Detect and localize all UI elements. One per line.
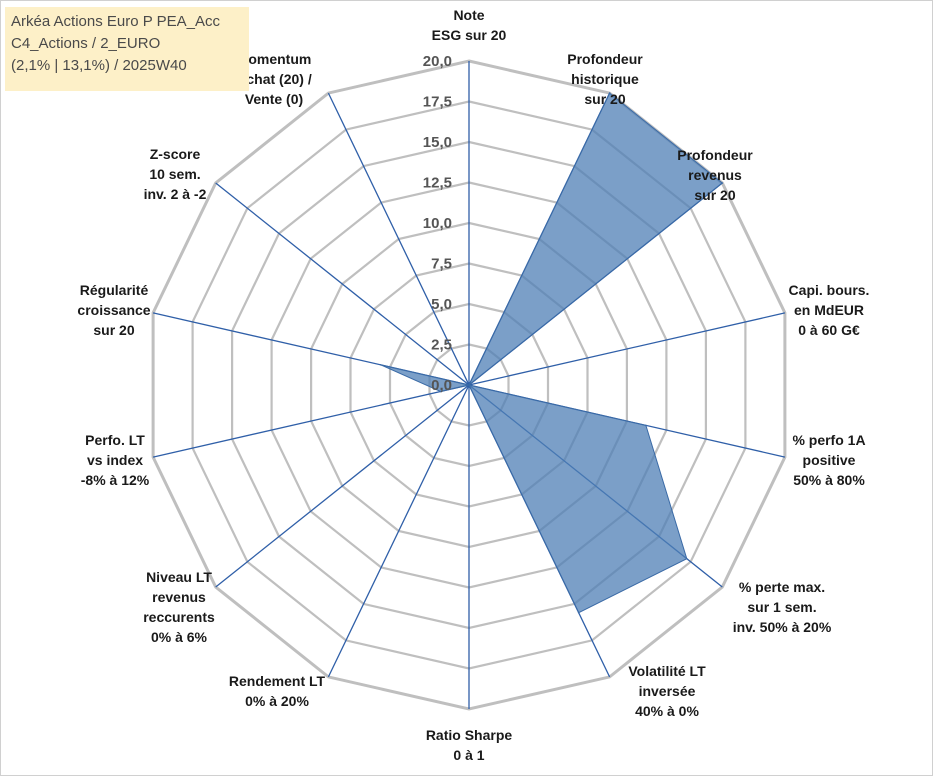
axis-label: Volatilité LT inversée 40% à 0% <box>628 663 706 719</box>
tick-label: 2,5 <box>431 337 452 354</box>
axis-label-line: historique <box>571 71 639 87</box>
axis-label-line: % perte max. <box>739 579 825 595</box>
axis-label-line: 0% à 6% <box>151 629 208 645</box>
axis-spoke <box>327 92 470 386</box>
tick-label: 15,0 <box>423 134 452 151</box>
axis-label: Profondeur revenus sur 20 <box>677 147 753 203</box>
axis-label: Z-score 10 sem. inv. 2 à -2 <box>144 146 207 202</box>
data-point <box>468 384 470 386</box>
radar-tick-labels: 0,0 2,5 5,0 7,5 10,0 12,5 15,0 17,5 20,0 <box>423 53 452 394</box>
axis-label: Rendement LT 0% à 20% <box>229 673 326 709</box>
axis-label: Perfo. LT vs index -8% à 12% <box>81 432 150 488</box>
axis-label-line: Achat (20) / <box>236 71 312 87</box>
data-point <box>645 424 647 427</box>
axis-label-line: inv. 2 à -2 <box>144 186 207 202</box>
axis-label-line: Ratio Sharpe <box>426 727 513 743</box>
axis-label-line: 10 sem. <box>149 166 200 182</box>
axis-label-line: 0 à 1 <box>453 747 484 763</box>
axis-label-line: en MdEUR <box>794 302 864 318</box>
axis-spoke <box>468 312 786 386</box>
axis-label-line: Niveau LT <box>146 569 212 585</box>
axis-label-line: 0% à 20% <box>245 693 309 709</box>
axis-label-line: ESG sur 20 <box>432 27 507 43</box>
axis-label-line: Volatilité LT <box>628 663 706 679</box>
axis-label-line: Perfo. LT <box>85 432 145 448</box>
axis-label: % perte max. sur 1 sem. inv. 50% à 20% <box>733 579 832 635</box>
axis-spoke <box>152 384 470 458</box>
tick-label: 17,5 <box>423 94 452 111</box>
axis-label: Capi. bours. en MdEUR 0 à 60 G€ <box>789 282 870 338</box>
axis-label-line: sur 20 <box>584 91 625 107</box>
tick-label: 10,0 <box>423 215 452 232</box>
data-point <box>686 557 688 560</box>
data-point <box>439 390 442 393</box>
axis-label-line: revenus <box>688 167 742 183</box>
data-point <box>577 611 580 614</box>
axis-label: Ratio Sharpe 0 à 1 <box>426 727 513 763</box>
axis-label-line: inv. 50% à 20% <box>733 619 832 635</box>
axis-label: Régularité croissance sur 20 <box>77 282 150 338</box>
radar-series <box>379 92 724 614</box>
tick-label: 12,5 <box>423 175 452 192</box>
axis-label-line: % perfo 1A <box>792 432 865 448</box>
tick-label: 7,5 <box>431 256 452 273</box>
axis-label-line: Profondeur <box>677 147 753 163</box>
fund-title-box: Arkéa Actions Euro P PEA_Acc C4_Actions … <box>5 7 249 91</box>
axis-label: Momentum Achat (20) / Vente (0) <box>236 51 312 107</box>
axis-label-line: sur 1 sem. <box>747 599 816 615</box>
axis-label-line: sur 20 <box>694 187 735 203</box>
radar-axis-labels: Note ESG sur 20 Profondeur historique sur 20… <box>77 7 869 763</box>
axis-label-line: 0 à 60 G€ <box>798 322 860 338</box>
axis-label-line: inversée <box>639 683 696 699</box>
axis-spoke <box>327 384 470 678</box>
tick-label: 20,0 <box>423 53 452 70</box>
tick-label: 5,0 <box>431 296 452 313</box>
fund-stats: (2,1% | 13,1%) / 2025W40 <box>11 57 187 74</box>
axis-label-line: Profondeur <box>567 51 643 67</box>
axis-label-line: Note <box>453 7 484 23</box>
axis-label: Note ESG sur 20 <box>432 7 507 43</box>
axis-label: % perfo 1A positive 50% à 80% <box>792 432 865 488</box>
axis-label-line: Vente (0) <box>245 91 303 107</box>
axis-label-line: 40% à 0% <box>635 703 699 719</box>
axis-label-line: positive <box>803 452 856 468</box>
axis-label-line: Z-score <box>150 146 201 162</box>
axis-label-line: croissance <box>77 302 150 318</box>
data-point <box>379 364 382 366</box>
axis-label-line: reccurents <box>143 609 215 625</box>
axis-label: Profondeur historique sur 20 <box>567 51 643 107</box>
axis-spoke <box>215 182 470 386</box>
axis-label-line: sur 20 <box>93 322 134 338</box>
tick-label: 0,0 <box>431 377 452 394</box>
axis-label-line: -8% à 12% <box>81 472 150 488</box>
fund-name: Arkéa Actions Euro P PEA_Acc <box>11 13 220 30</box>
axis-label: Niveau LT revenus reccurents 0% à 6% <box>143 569 215 645</box>
data-point <box>721 182 724 184</box>
axis-label-line: vs index <box>87 452 143 468</box>
axis-label-line: 50% à 80% <box>793 472 865 488</box>
axis-label-line: Momentum <box>237 51 312 67</box>
axis-spoke <box>215 384 470 588</box>
axis-label-line: Régularité <box>80 282 149 298</box>
axis-label-line: Capi. bours. <box>789 282 870 298</box>
fund-category: C4_Actions / 2_EURO <box>11 35 161 52</box>
axis-label-line: Rendement LT <box>229 673 326 689</box>
axis-label-line: revenus <box>152 589 206 605</box>
data-point <box>608 92 611 94</box>
